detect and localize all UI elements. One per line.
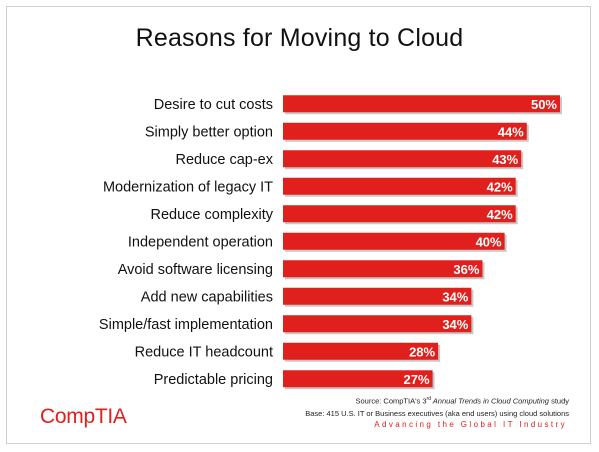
value-label: 28% [409, 344, 435, 359]
value-label: 44% [498, 124, 524, 139]
category-label: Reduce cap-ex [175, 152, 273, 168]
category-label: Simply better option [145, 124, 273, 140]
source-note: Source: CompTIA's 3rd Annual Trends in C… [305, 393, 569, 420]
bar [283, 342, 439, 360]
bar [283, 122, 527, 140]
value-label: 27% [404, 372, 430, 387]
bar [283, 260, 483, 278]
value-label: 42% [487, 179, 513, 194]
comptia-logo: CompTIA [40, 405, 127, 428]
value-label: 34% [442, 289, 468, 304]
value-label: 34% [442, 317, 468, 332]
source-line-1: Source: CompTIA's 3rd Annual Trends in C… [305, 393, 570, 408]
category-label: Simple/fast implementation [99, 317, 273, 333]
bar [283, 95, 560, 113]
value-label: 40% [476, 234, 502, 249]
bar [283, 205, 516, 223]
value-label: 43% [492, 152, 518, 167]
category-label: Desire to cut costs [154, 97, 273, 113]
category-label: Avoid software licensing [118, 262, 273, 278]
value-label: 36% [453, 262, 479, 277]
category-label: Reduce IT headcount [135, 344, 273, 360]
category-label: Reduce complexity [151, 207, 274, 223]
bar [283, 287, 472, 305]
bar [283, 150, 522, 168]
bar [283, 315, 472, 333]
source-sup: rd [426, 396, 431, 402]
bar [283, 370, 433, 388]
source-study-name: Annual Trends in Cloud Computing [431, 396, 549, 406]
category-label: Modernization of legacy IT [103, 179, 273, 195]
bar [283, 177, 516, 195]
chart-title: Reasons for Moving to Cloud [135, 24, 464, 52]
source-prefix: Source: CompTIA's 3 [355, 396, 427, 406]
value-label: 50% [531, 97, 557, 112]
source-suffix: study [548, 396, 569, 406]
source-line-2: Base: 415 U.S. IT or Business executives… [305, 408, 569, 418]
bar [283, 232, 505, 250]
value-label: 42% [487, 207, 513, 222]
category-label: Independent operation [128, 234, 273, 250]
tagline: Advancing the Global IT Industry [374, 420, 567, 429]
category-label: Predictable pricing [154, 372, 273, 388]
category-label: Add new capabilities [141, 289, 273, 305]
